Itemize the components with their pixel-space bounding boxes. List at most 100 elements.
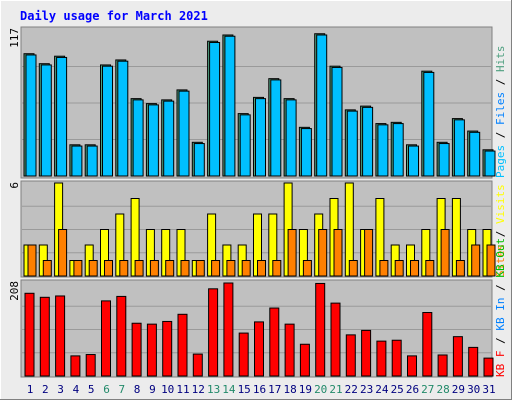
x-tick-label-11: 11	[176, 383, 189, 396]
bar-sites-day-27	[425, 260, 435, 277]
bar-pages-day-22	[346, 110, 358, 177]
x-tick-label-15: 15	[238, 383, 251, 396]
middle-ymax-label: 6	[8, 182, 21, 189]
bar-kbf-day-3	[55, 295, 66, 377]
bar-sites-day-7	[119, 260, 129, 277]
legend-visits: Visits	[494, 184, 507, 224]
legend-sep-1: /	[494, 125, 507, 145]
bar-pages-day-11	[178, 90, 190, 177]
x-tick-label-16: 16	[253, 383, 266, 396]
bar-kbf-day-12	[192, 353, 203, 377]
bar-sites-day-6	[104, 260, 113, 277]
bar-pages-day-16	[255, 98, 266, 177]
bar-pages-day-31	[484, 150, 496, 177]
legend-top: Pages / Files / Hits	[494, 46, 507, 179]
bar-kbf-day-9	[146, 323, 157, 377]
bar-sites-day-14	[226, 260, 236, 277]
bar-pages-day-25	[392, 123, 404, 177]
bar-sites-day-17	[272, 260, 282, 277]
legend-files: Files	[494, 92, 507, 125]
x-tick-label-22: 22	[345, 383, 358, 396]
bar-kbf-day-28	[437, 354, 448, 377]
bar-kbf-day-6	[101, 300, 111, 377]
bar-sites-day-29	[455, 260, 465, 277]
x-tick-label-31: 31	[482, 383, 495, 396]
legend-middle: Sites / Visits	[494, 184, 507, 277]
legend-kbf: KB F	[494, 351, 507, 378]
bar-sites-day-5	[88, 260, 98, 277]
bottom-ymax-label: 208	[8, 281, 21, 301]
x-tick-label-17: 17	[268, 383, 281, 396]
svg-text:KB F / KB In / KB Out: KB F / KB In / KB Out	[494, 238, 507, 377]
bar-sites-day-12	[195, 260, 205, 277]
bar-kbf-day-19	[299, 343, 310, 377]
x-tick-label-8: 8	[134, 383, 141, 396]
x-tick-label-4: 4	[73, 383, 80, 396]
bar-sites-day-13	[211, 260, 221, 277]
x-tick-label-30: 30	[467, 383, 480, 396]
bar-pages-day-30	[469, 131, 481, 177]
x-tick-label-23: 23	[360, 383, 373, 396]
x-tick-label-12: 12	[192, 383, 205, 396]
bar-pages-day-7	[117, 60, 129, 177]
bar-pages-day-19	[300, 128, 312, 177]
x-tick-label-25: 25	[391, 383, 404, 396]
bar-sites-day-9	[149, 260, 159, 277]
bar-pages-day-12	[193, 143, 205, 177]
legend-sep-3: /	[494, 224, 507, 244]
bar-sites-day-2	[42, 260, 52, 277]
legend-sep-5: /	[494, 278, 507, 298]
x-tick-label-21: 21	[329, 383, 342, 396]
bar-pages-day-29	[453, 119, 465, 177]
bar-pages-day-8	[132, 99, 144, 177]
x-tick-label-28: 28	[436, 383, 449, 396]
bar-sites-day-28	[440, 229, 450, 277]
x-tick-label-19: 19	[299, 383, 312, 396]
bar-kbf-day-29	[452, 336, 463, 377]
bar-kbf-day-21	[330, 302, 341, 377]
bar-sites-day-22	[348, 260, 358, 277]
bar-pages-day-5	[86, 145, 98, 177]
bar-pages-day-17	[270, 79, 282, 177]
bar-sites-day-24	[379, 260, 389, 277]
bar-kbf-day-8	[131, 322, 142, 377]
x-tick-label-14: 14	[222, 383, 236, 396]
bar-pages-day-3	[56, 56, 68, 177]
bar-kbf-day-10	[162, 320, 173, 377]
x-tick-label-9: 9	[149, 383, 156, 396]
x-tick-label-18: 18	[283, 383, 296, 396]
x-tick-label-24: 24	[375, 383, 389, 396]
top-ymax-label: 117	[8, 28, 21, 48]
bar-sites-day-10	[165, 260, 175, 277]
bar-sites-day-25	[394, 260, 404, 277]
bar-kbf-day-5	[85, 354, 96, 377]
x-tick-label-26: 26	[406, 383, 419, 396]
bar-kbf-day-26	[407, 355, 417, 377]
x-tick-label-13: 13	[207, 383, 220, 396]
bar-pages-day-14	[224, 35, 236, 177]
bar-kbf-day-11	[177, 313, 188, 377]
bar-kbf-day-2	[39, 296, 50, 377]
bar-kbf-day-23	[361, 329, 372, 377]
legend-sep-4: /	[494, 331, 507, 351]
bar-kbf-day-18	[284, 323, 295, 377]
bar-kbf-day-20	[315, 282, 326, 377]
bar-sites-day-30	[471, 244, 481, 277]
bar-sites-day-18	[287, 229, 297, 277]
bar-pages-day-21	[331, 66, 343, 177]
x-tick-label-6: 6	[103, 383, 110, 396]
x-axis-labels: 1 2 3 4 5 6 7 8 9 10 11 12 13 14 15 16 17 18 19 20 21 22 23 24 2…	[27, 383, 496, 396]
x-tick-label-20: 20	[314, 383, 327, 396]
legend-kbin: KB In	[494, 298, 507, 331]
bar-kbf-day-13	[208, 288, 219, 377]
bar-sites-day-16	[257, 260, 266, 277]
bar-kbf-day-30	[468, 346, 479, 377]
bar-sites-day-19	[302, 260, 312, 277]
bar-kbf-day-25	[391, 339, 402, 377]
bar-pages-day-24	[377, 124, 389, 177]
bar-kbf-day-1	[24, 292, 35, 377]
bar-pages-day-4	[71, 145, 83, 177]
bar-pages-day-2	[40, 64, 52, 177]
bar-sites-day-21	[333, 229, 343, 277]
